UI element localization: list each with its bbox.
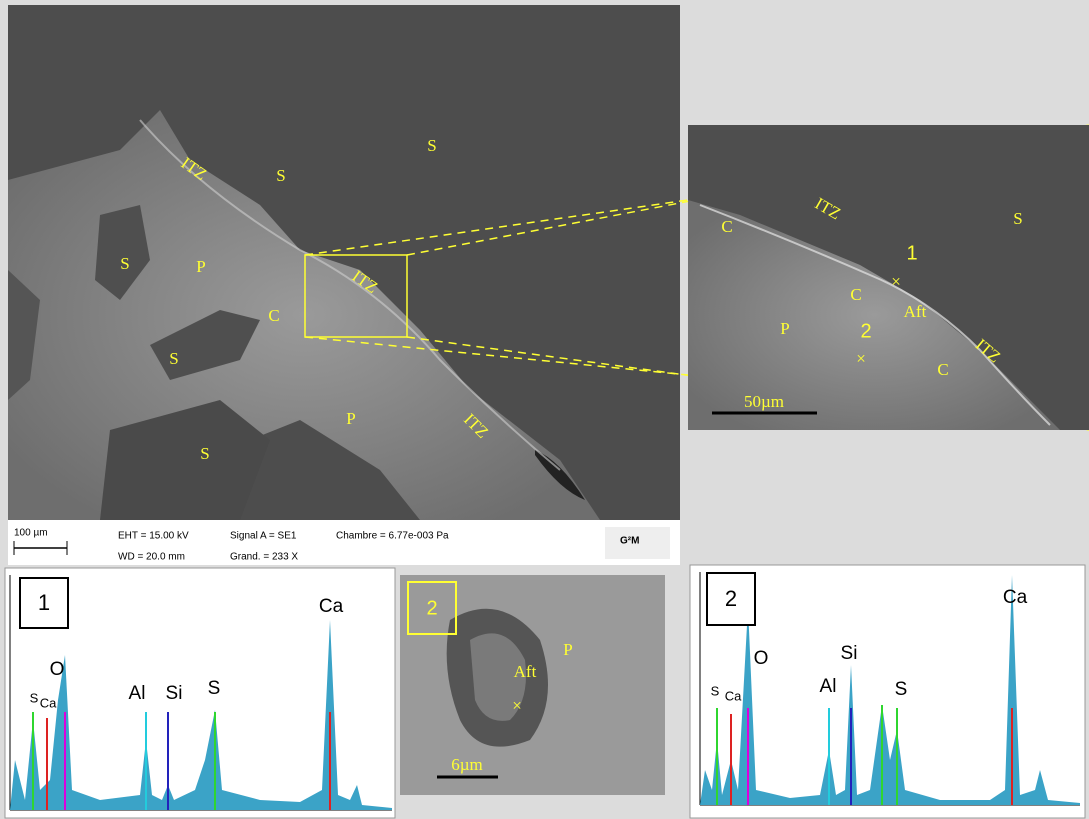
logo: G²M xyxy=(620,536,639,547)
peak-label: Al xyxy=(820,676,837,697)
peak-label: S xyxy=(208,678,221,699)
scale-bar-label: 50µm xyxy=(744,392,784,411)
image-label: 2 xyxy=(860,320,871,342)
peak-label: Ca xyxy=(319,596,344,617)
peak-label: S xyxy=(30,690,39,705)
image-label: C xyxy=(721,217,732,236)
image-label: C xyxy=(850,285,861,304)
image-label: S xyxy=(169,349,178,368)
peak-label: O xyxy=(754,648,769,669)
image-label: × xyxy=(891,272,901,291)
image-label: C xyxy=(937,360,948,379)
peak-label: Ca xyxy=(1003,587,1028,608)
image-label: × xyxy=(856,349,866,368)
peak-label: S xyxy=(895,679,908,700)
image-label: P xyxy=(563,640,572,659)
zoom-image xyxy=(688,125,1089,430)
peak-label: Al xyxy=(129,683,146,704)
scale-bar-label: 6µm xyxy=(451,755,483,774)
peak-label: S xyxy=(711,683,720,698)
info-text: Signal A = SE1 xyxy=(230,531,297,542)
peak-label: Si xyxy=(841,643,858,664)
peak-label: O xyxy=(50,659,65,680)
spectrum-2 xyxy=(689,564,1086,819)
image-label: S xyxy=(120,254,129,273)
image-label: S xyxy=(1013,209,1022,228)
info-text: WD = 20.0 mm xyxy=(118,552,185,563)
image-label: P xyxy=(346,409,355,428)
peak-label: Ca xyxy=(725,688,742,703)
image-label: S xyxy=(276,166,285,185)
info-text: EHT = 15.00 kV xyxy=(118,531,189,542)
image-label: S xyxy=(200,444,209,463)
peak-label: Ca xyxy=(40,695,57,710)
scale-bar-label: 100 µm xyxy=(14,528,48,539)
detail-image xyxy=(400,575,665,795)
image-label: C xyxy=(268,306,279,325)
peak-label: Si xyxy=(166,683,183,704)
info-bar xyxy=(8,520,680,565)
panel-id: 1 xyxy=(38,590,50,615)
image-label: Aft xyxy=(904,302,927,321)
panel-id: 2 xyxy=(725,586,737,611)
image-label: Aft xyxy=(514,662,537,681)
image-label: S xyxy=(427,136,436,155)
image-label: × xyxy=(512,696,522,715)
image-label: P xyxy=(196,257,205,276)
image-label: P xyxy=(780,319,789,338)
image-label: 1 xyxy=(906,242,917,264)
info-text: Chambre = 6.77e-003 Pa xyxy=(336,531,449,542)
panel-id: 2 xyxy=(426,597,437,619)
spectrum-1 xyxy=(4,567,396,819)
main-image xyxy=(8,5,680,520)
info-text: Grand. = 233 X xyxy=(230,552,298,563)
